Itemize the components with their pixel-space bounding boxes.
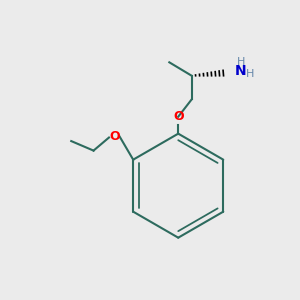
Text: H: H xyxy=(236,57,245,67)
Text: N: N xyxy=(235,64,247,78)
Text: O: O xyxy=(109,130,120,143)
Text: O: O xyxy=(173,110,184,123)
Text: H: H xyxy=(245,69,254,79)
